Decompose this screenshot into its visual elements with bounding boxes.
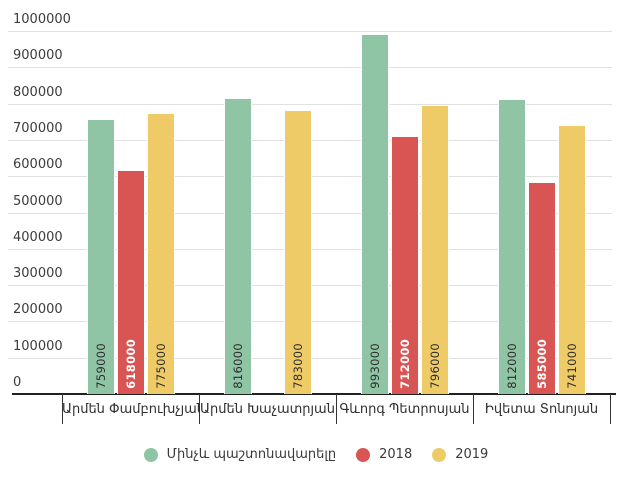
bar[interactable]: 585000 [527, 181, 556, 394]
y-axis-tick-label: 600000 [13, 157, 63, 173]
bar[interactable]: 993000 [360, 33, 389, 394]
y-axis-tick-label: 500000 [13, 193, 63, 209]
category-separator [610, 394, 611, 424]
bar[interactable]: 618000 [116, 169, 145, 394]
y-grid-line [8, 67, 612, 69]
legend-swatch-icon [143, 447, 158, 462]
bar[interactable]: 816000 [223, 97, 252, 394]
bar-value-label: 993000 [367, 343, 382, 389]
category-label: Գևորգ Պետրոսյան [339, 402, 470, 417]
bar-value-label: 775000 [153, 343, 168, 389]
y-axis-tick-label: 800000 [13, 84, 63, 100]
bar[interactable]: 783000 [283, 109, 312, 394]
y-axis-tick-label: 400000 [13, 229, 63, 245]
legend-item[interactable]: Մինչև պաշտոնավարելը [143, 447, 337, 462]
category-separator [199, 394, 200, 424]
bar[interactable]: 741000 [557, 125, 586, 394]
bar[interactable]: 759000 [86, 118, 115, 394]
bar-value-label: 759000 [93, 343, 108, 389]
bar-value-label: 812000 [504, 343, 519, 389]
bar-value-label: 618000 [123, 339, 138, 389]
bar-value-label: 585000 [534, 339, 549, 389]
bar-value-label: 783000 [290, 343, 305, 389]
legend-item-label: Մինչև պաշտոնավարելը [166, 447, 337, 462]
category-separator [62, 394, 63, 424]
y-axis-tick-label: 900000 [13, 48, 63, 64]
bar-value-label: 816000 [230, 343, 245, 389]
bar-value-label: 712000 [397, 339, 412, 389]
bar[interactable]: 775000 [146, 112, 175, 394]
category-label: Արմեն Փամբուխչյան [62, 402, 199, 417]
legend-swatch-icon [432, 447, 447, 462]
legend-item-label: 2018 [379, 447, 413, 462]
bar[interactable]: 812000 [497, 99, 526, 394]
bar[interactable]: 796000 [420, 105, 449, 394]
y-axis-tick-label: 1000000 [13, 12, 71, 27]
legend-swatch-icon [356, 447, 371, 462]
category-separator [473, 394, 474, 424]
y-grid-line [8, 103, 612, 105]
y-axis-tick-label: 700000 [13, 120, 63, 136]
category-label: Իվետա Տոնոյան [484, 402, 599, 417]
category-label: Արմեն Խաչատրյան [200, 402, 335, 417]
y-grid-line [8, 31, 612, 32]
y-axis-tick-label: 0 [13, 375, 22, 390]
legend-item-label: 2019 [455, 447, 489, 462]
chart-legend: Մինչև պաշտոնավարելը 2018 2019 [0, 447, 632, 462]
legend-item[interactable]: 2018 [356, 447, 412, 462]
x-axis-line [12, 393, 616, 395]
legend-item[interactable]: 2019 [432, 447, 488, 462]
y-axis-tick-label: 100000 [13, 338, 63, 354]
bar[interactable]: 712000 [390, 135, 419, 394]
y-axis-tick-label: 200000 [13, 302, 63, 318]
category-separator [336, 394, 337, 424]
y-axis-tick-label: 300000 [13, 266, 63, 282]
bar-value-label: 741000 [564, 343, 579, 389]
bar-value-label: 796000 [427, 343, 442, 389]
